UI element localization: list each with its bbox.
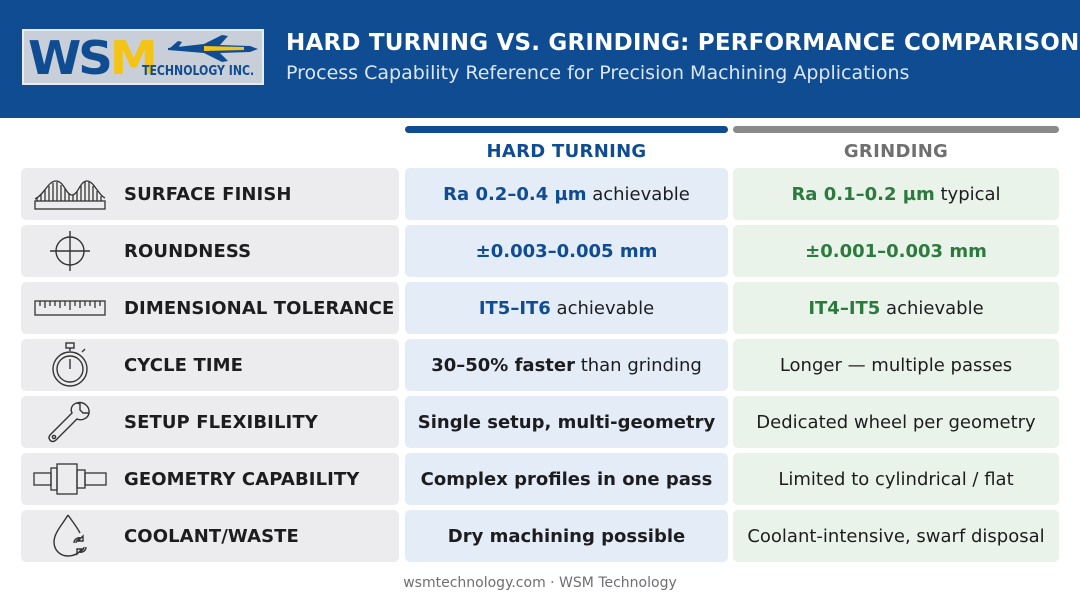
ruler-icon (33, 286, 107, 330)
header-banner: WSM TECHNOLOGY INC. HARD TURNING VS. GRI… (0, 0, 1080, 118)
row-label-cell: DIMENSIONAL TOLERANCE (21, 282, 399, 334)
row-label: SETUP FLEXIBILITY (124, 411, 318, 433)
value-emphasis: Single setup, multi-geometry (417, 411, 716, 433)
stepped-shaft-icon (33, 457, 107, 501)
value-emphasis: ±0.001–0.003 mm (805, 240, 987, 262)
table-row: ROUNDNESS ±0.003–0.005 mm ±0.001–0.003 m… (0, 225, 1080, 277)
grinding-cell: Limited to cylindrical / flat (733, 453, 1059, 505)
hard-turning-cell: IT5–IT6 achievable (405, 282, 728, 334)
wrench-icon (33, 400, 107, 444)
row-label: DIMENSIONAL TOLERANCE (124, 297, 395, 319)
value-emphasis: IT5–IT6 (478, 297, 551, 319)
row-label-cell: SETUP FLEXIBILITY (21, 396, 399, 448)
coolant-drop-icon (33, 514, 107, 558)
grinding-cell: Ra 0.1–0.2 µm typical (733, 168, 1059, 220)
footer-credit: wsmtechnology.com · WSM Technology (403, 575, 677, 591)
surface-profile-icon (33, 172, 107, 216)
value-text: achievable (586, 183, 690, 205)
value-text: Dedicated wheel per geometry (756, 411, 1036, 433)
stopwatch-icon (33, 342, 107, 387)
column-header-grinding: GRINDING (843, 141, 949, 162)
logo-letters-m: M (109, 31, 158, 85)
value-emphasis: Ra 0.2–0.4 µm (443, 183, 587, 205)
row-label-cell: ROUNDNESS (21, 225, 399, 277)
row-label-cell: SURFACE FINISH (21, 168, 399, 220)
hard-turning-accent-bar (405, 126, 728, 133)
row-label: COOLANT/WASTE (124, 525, 299, 547)
row-label: SURFACE FINISH (124, 183, 292, 205)
hard-turning-cell: Single setup, multi-geometry (405, 396, 728, 448)
table-row: SETUP FLEXIBILITY Single setup, multi-ge… (0, 396, 1080, 448)
value-text: than grinding (574, 354, 702, 376)
grinding-cell: IT4–IT5 achievable (733, 282, 1059, 334)
crosshair-icon (33, 229, 107, 273)
hard-turning-cell: Complex profiles in one pass (405, 453, 728, 505)
grinding-accent-bar (733, 126, 1059, 133)
value-text: typical (934, 183, 1001, 205)
logo-letters: WSM (28, 31, 158, 85)
value-emphasis: Dry machining possible (447, 525, 686, 547)
grinding-cell: ±0.001–0.003 mm (733, 225, 1059, 277)
table-row: CYCLE TIME 30–50% faster than grinding L… (0, 339, 1080, 391)
value-emphasis: Complex profiles in one pass (420, 468, 713, 490)
grinding-cell: Dedicated wheel per geometry (733, 396, 1059, 448)
row-label-cell: GEOMETRY CAPABILITY (21, 453, 399, 505)
row-label: ROUNDNESS (124, 240, 252, 262)
row-label-cell: COOLANT/WASTE (21, 510, 399, 562)
row-label: GEOMETRY CAPABILITY (124, 468, 360, 490)
value-emphasis: ±0.003–0.005 mm (475, 240, 658, 262)
table-row: GEOMETRY CAPABILITY Complex profiles in … (0, 453, 1080, 505)
column-header-hard-turning: HARD TURNING (486, 141, 647, 162)
grinding-cell: Longer — multiple passes (733, 339, 1059, 391)
grinding-cell: Coolant-intensive, swarf disposal (733, 510, 1059, 562)
value-text: Longer — multiple passes (779, 354, 1013, 376)
table-row: COOLANT/WASTE Dry machining possible Coo… (0, 510, 1080, 562)
page-subtitle: Process Capability Reference for Precisi… (286, 62, 910, 84)
value-text: achievable (880, 297, 984, 319)
hard-turning-cell: ±0.003–0.005 mm (405, 225, 728, 277)
value-emphasis: IT4–IT5 (808, 297, 881, 319)
value-emphasis: Ra 0.1–0.2 µm (791, 183, 935, 205)
value-text: Coolant-intensive, swarf disposal (747, 525, 1045, 547)
value-text: achievable (550, 297, 655, 319)
row-label-cell: CYCLE TIME (21, 339, 399, 391)
page-title: HARD TURNING VS. GRINDING: PERFORMANCE C… (286, 30, 1080, 56)
hard-turning-cell: Ra 0.2–0.4 µm achievable (405, 168, 728, 220)
hard-turning-cell: 30–50% faster than grinding (405, 339, 728, 391)
jet-icon (168, 35, 258, 62)
row-label: CYCLE TIME (124, 354, 244, 376)
hard-turning-cell: Dry machining possible (405, 510, 728, 562)
value-emphasis: 30–50% faster (431, 354, 575, 376)
table-row: DIMENSIONAL TOLERANCE IT5–IT6 achievable… (0, 282, 1080, 334)
logo-letters-ws: WS (28, 31, 113, 85)
value-text: Limited to cylindrical / flat (778, 468, 1014, 490)
table-row: SURFACE FINISH Ra 0.2–0.4 µm achievable … (0, 168, 1080, 220)
logo-company-name: TECHNOLOGY INC. (142, 64, 255, 79)
company-logo: WSM TECHNOLOGY INC. (22, 29, 264, 85)
